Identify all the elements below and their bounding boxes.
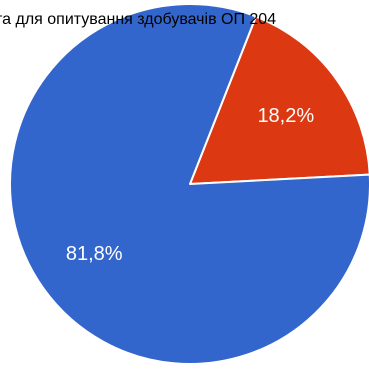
pie-slice-1: [189, 15, 369, 185]
pie-slices: [9, 2, 369, 365]
chart-title: та для опитування здобувачів ОП 204: [0, 11, 276, 28]
pie-slice-label-2: 81,8%: [66, 243, 123, 265]
pie-labels: 18,2% 81,8%: [66, 105, 315, 265]
pie-slice-2: [9, 2, 369, 365]
pie-slice-label-1: 18,2%: [257, 105, 314, 127]
